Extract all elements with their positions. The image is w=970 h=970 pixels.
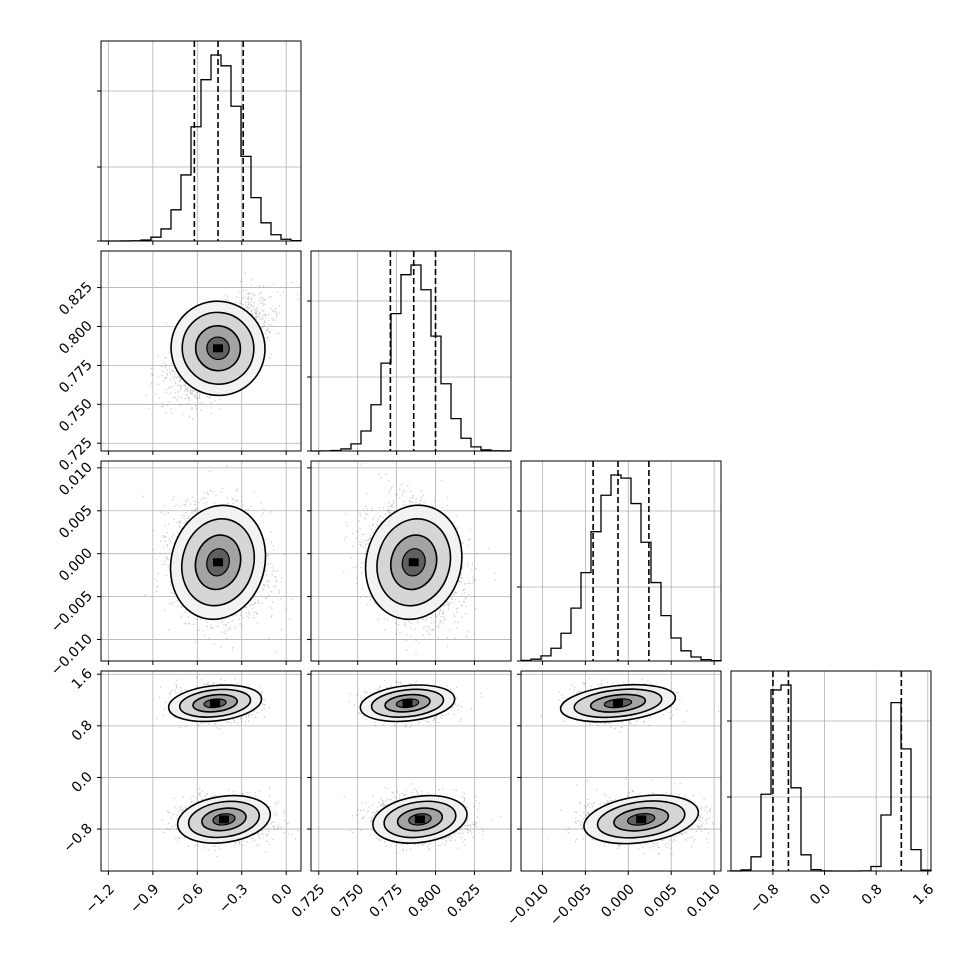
x-tick-label: −0.3: [216, 881, 251, 916]
panel-frame: [310, 670, 512, 872]
density-peak: [408, 558, 419, 567]
y-tick-label: 0.750: [56, 396, 96, 436]
x-tick-label: −0.010: [504, 881, 552, 929]
density-peak: [636, 815, 647, 824]
y-tick-label: 0.775: [56, 357, 96, 397]
density-peak: [402, 699, 413, 708]
scatter-panel-0-2: [100, 460, 302, 662]
x-tick-label: −0.005: [547, 881, 595, 929]
histogram-panel-3: [727, 670, 932, 872]
x-tick-label: 0.725: [289, 881, 329, 921]
panel-frame: [310, 460, 512, 662]
panel-frame: [100, 670, 302, 872]
panel-frame: [730, 670, 932, 872]
x-tick-label: 0.0: [807, 881, 834, 908]
x-tick-label: 0.0: [269, 881, 296, 908]
x-tick-label: 0.005: [641, 881, 681, 921]
scatter-panel-1-2: [310, 460, 512, 662]
scatter-panel-2-3: [520, 670, 722, 872]
x-tick-label: −1.2: [83, 881, 118, 916]
y-tick-label: 1.6: [69, 666, 96, 693]
x-tick-label: −0.6: [172, 881, 207, 916]
x-tick-label: −0.9: [127, 881, 162, 916]
y-tick-label: 0.000: [56, 545, 96, 585]
scatter-panel-0-1: [100, 250, 302, 452]
scatter-panel-0-3: [100, 670, 302, 872]
y-tick-label: 0.005: [56, 502, 96, 542]
density-peak: [414, 815, 425, 824]
panel-frame: [100, 250, 302, 452]
y-tick-label: 0.8: [69, 717, 96, 744]
density-peak: [210, 699, 221, 708]
x-tick-label: 0.8: [859, 881, 886, 908]
y-tick-label: −0.005: [48, 588, 96, 636]
panel-frame: [520, 460, 722, 662]
x-tick-label: 1.6: [910, 881, 937, 908]
histogram-panel-2: [517, 460, 722, 662]
y-tick-label: 0.800: [56, 318, 96, 358]
y-tick-label: −0.8: [60, 821, 95, 856]
histogram-panel-0: [97, 40, 302, 242]
histogram-step: [520, 474, 722, 662]
x-tick-label: 0.825: [444, 881, 484, 921]
density-peak: [613, 699, 623, 708]
density-peak: [213, 344, 223, 353]
density-peak: [213, 558, 223, 567]
x-axis-3: −0.8 0.0 0.8 1.6: [747, 871, 937, 917]
panel-frame: [520, 670, 722, 872]
x-tick-label: 0.750: [328, 881, 368, 921]
density-peak: [219, 815, 229, 824]
panel-frame: [310, 250, 512, 452]
x-tick-label: 0.000: [598, 881, 638, 921]
histogram-step: [310, 264, 512, 452]
x-tick-label: −0.8: [747, 881, 782, 916]
y-tick-label: 0.0: [69, 769, 96, 796]
x-tick-label: 0.010: [684, 881, 724, 921]
y-tick-label: 0.825: [56, 279, 96, 319]
panel-frame: [100, 460, 302, 662]
x-tick-label: 0.775: [367, 881, 407, 921]
scatter-panel-1-3: [310, 670, 512, 872]
histogram-panel-1: [307, 250, 512, 452]
x-tick-label: 0.800: [405, 881, 445, 921]
panel-frame: [100, 40, 302, 242]
histogram-step: [101, 54, 302, 242]
